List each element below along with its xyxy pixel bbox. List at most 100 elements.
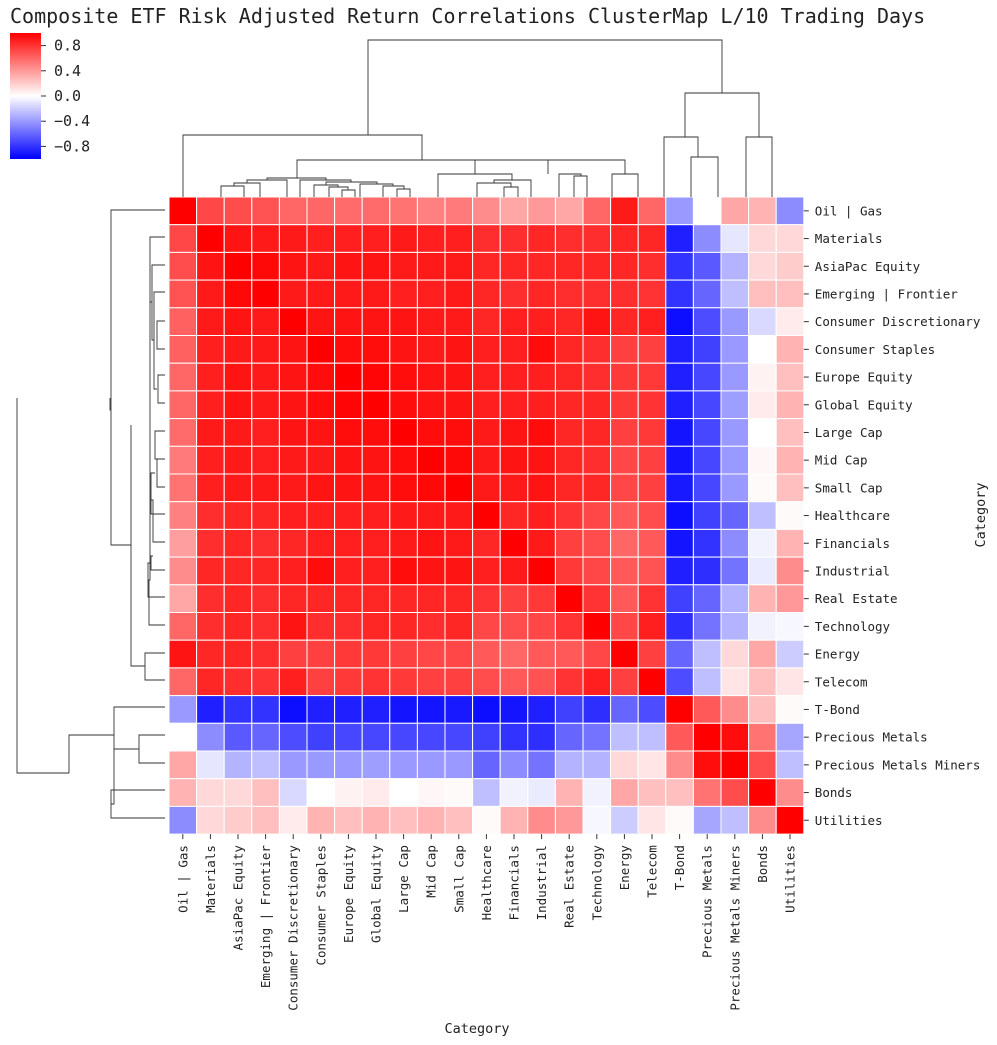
heatmap-cell xyxy=(444,584,474,613)
heatmap-cell xyxy=(692,778,722,807)
heatmap-cell xyxy=(720,307,750,336)
heatmap-cell xyxy=(610,307,639,336)
heatmap-cell xyxy=(444,556,474,586)
heatmap-cell xyxy=(748,667,777,697)
column-tick-label: Small Cap xyxy=(451,845,466,913)
heatmap-cell xyxy=(720,224,750,253)
heatmap-cell xyxy=(665,196,694,226)
heatmap-cell xyxy=(416,251,446,281)
heatmap-grid xyxy=(168,196,805,835)
heatmap-cell xyxy=(472,750,501,780)
heatmap-cell xyxy=(637,528,667,558)
heatmap-cell xyxy=(278,251,308,281)
heatmap-cell xyxy=(499,473,529,503)
heatmap-cell xyxy=(582,667,612,697)
heatmap-cell xyxy=(775,695,805,724)
column-tick-label: Energy xyxy=(617,845,632,891)
heatmap-cell xyxy=(278,528,308,558)
heatmap-cell xyxy=(251,584,280,613)
heatmap-cell xyxy=(692,279,722,309)
heatmap-cell xyxy=(637,805,667,835)
heatmap-cell xyxy=(196,390,225,420)
heatmap-cell xyxy=(306,418,336,447)
heatmap-cell xyxy=(554,528,584,558)
heatmap-cell xyxy=(251,473,280,503)
heatmap-cell xyxy=(527,667,556,697)
heatmap-cell xyxy=(554,251,584,281)
heatmap-cell xyxy=(582,612,612,641)
heatmap-cell xyxy=(472,805,501,835)
heatmap-cell xyxy=(610,695,639,724)
heatmap-cell xyxy=(251,805,280,835)
heatmap-cell xyxy=(168,473,198,503)
heatmap-cell xyxy=(748,473,777,503)
heatmap-cell xyxy=(472,501,501,530)
heatmap-cell xyxy=(637,251,667,281)
heatmap-cell xyxy=(168,528,198,558)
heatmap-cell xyxy=(582,390,612,420)
heatmap-cell xyxy=(637,722,667,752)
heatmap-cell xyxy=(748,501,777,530)
heatmap-cell xyxy=(334,778,363,807)
heatmap-cell xyxy=(168,251,198,281)
heatmap-cell xyxy=(416,390,446,420)
heatmap-cell xyxy=(306,612,336,641)
chart-title: Composite ETF Risk Adjusted Return Corre… xyxy=(10,4,926,28)
heatmap-cell xyxy=(610,473,639,503)
heatmap-cell xyxy=(472,639,501,669)
column-tick-label: Precious Metals Miners xyxy=(727,845,742,1011)
heatmap-cell xyxy=(444,612,474,641)
heatmap-cell xyxy=(692,307,722,336)
heatmap-cell xyxy=(748,612,777,641)
heatmap-cell xyxy=(306,251,336,281)
heatmap-cell xyxy=(389,224,418,253)
heatmap-cell xyxy=(720,362,750,392)
heatmap-cell xyxy=(196,556,225,586)
heatmap-cell xyxy=(389,556,418,586)
heatmap-cell xyxy=(554,805,584,835)
heatmap-cell xyxy=(527,528,556,558)
heatmap-cell xyxy=(527,196,556,226)
heatmap-cell xyxy=(775,612,805,641)
heatmap-cell xyxy=(665,445,694,475)
heatmap-cell xyxy=(527,805,556,835)
heatmap-cell xyxy=(665,362,694,392)
heatmap-cell xyxy=(251,750,280,780)
heatmap-cell xyxy=(361,695,391,724)
heatmap-cell xyxy=(223,805,253,835)
heatmap-cell xyxy=(499,418,529,447)
heatmap-cell xyxy=(499,778,529,807)
heatmap-cell xyxy=(775,667,805,697)
heatmap-cell xyxy=(223,639,253,669)
row-tick-label: Telecom xyxy=(815,674,868,689)
heatmap-cell xyxy=(334,750,363,780)
heatmap-cell xyxy=(444,695,474,724)
heatmap-cell xyxy=(748,307,777,336)
heatmap-cell xyxy=(223,556,253,586)
heatmap-cell xyxy=(444,362,474,392)
column-tick-label: Consumer Staples xyxy=(313,845,328,965)
heatmap-cell xyxy=(720,722,750,752)
heatmap-cell xyxy=(196,584,225,613)
heatmap-cell xyxy=(361,335,391,364)
heatmap-cell xyxy=(472,390,501,420)
heatmap-cell xyxy=(223,445,253,475)
heatmap-cell xyxy=(720,418,750,447)
heatmap-cell xyxy=(692,667,722,697)
heatmap-cell xyxy=(748,196,777,226)
column-tick-label: Financials xyxy=(507,845,522,920)
colorbar-tick-label: 0.4 xyxy=(54,62,81,80)
heatmap-cell xyxy=(444,445,474,475)
heatmap-cell xyxy=(775,224,805,253)
heatmap-cell xyxy=(389,667,418,697)
heatmap-cell xyxy=(527,722,556,752)
heatmap-cell xyxy=(278,335,308,364)
heatmap-cell xyxy=(720,612,750,641)
heatmap-cell xyxy=(665,612,694,641)
heatmap-cell xyxy=(168,695,198,724)
heatmap-cell xyxy=(251,390,280,420)
heatmap-cell xyxy=(637,279,667,309)
heatmap-cell xyxy=(554,362,584,392)
heatmap-cell xyxy=(444,418,474,447)
heatmap-cell xyxy=(692,528,722,558)
